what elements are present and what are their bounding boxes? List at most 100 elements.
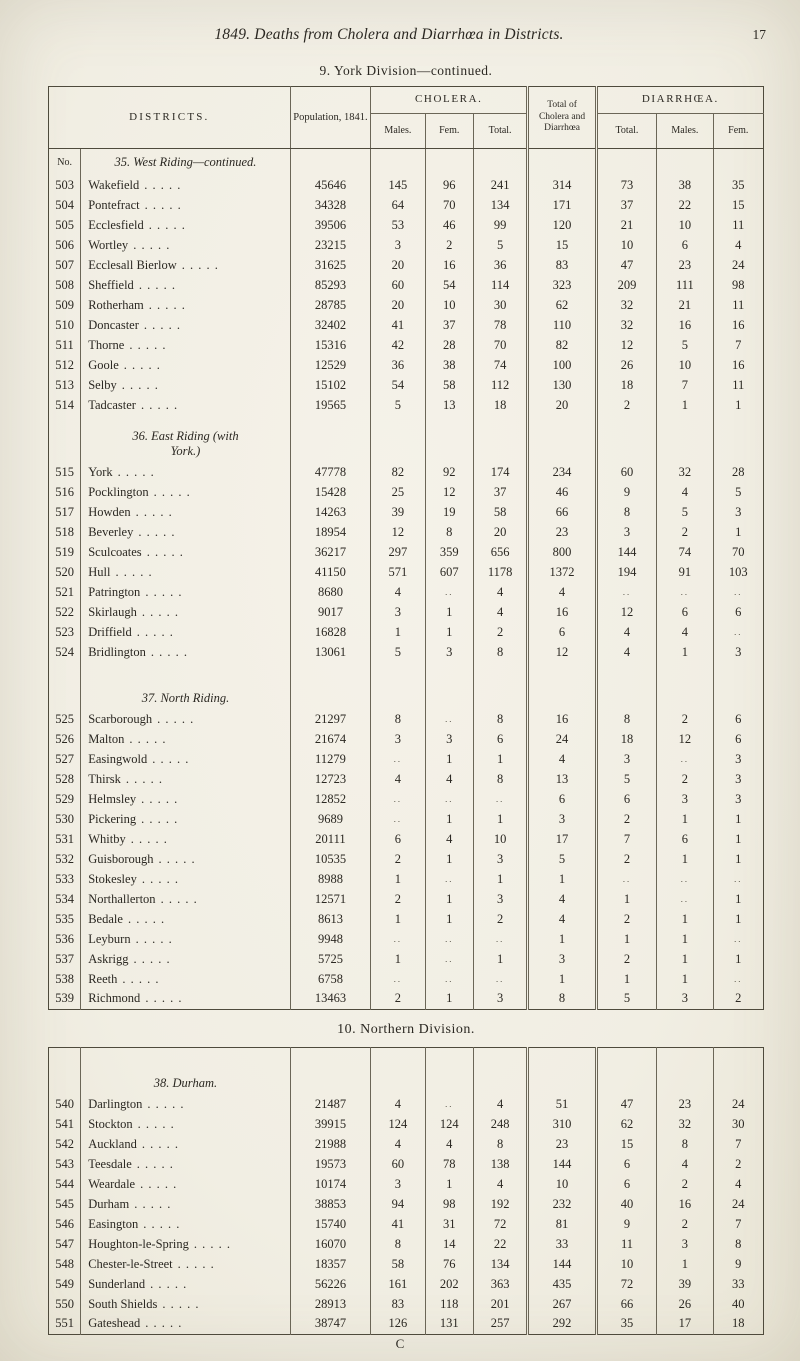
population-value: 21297 — [289, 709, 371, 730]
total-cholera-diarrhoea-value: 13 — [526, 769, 598, 790]
diarrhoea-fem-value: 103 — [712, 562, 764, 583]
diarrhoea-fem-value: 11 — [712, 295, 764, 316]
row-number: 504 — [55, 197, 74, 212]
diarrhoea-fem-value: 11 — [712, 215, 764, 236]
district-cell: Sculcoates . . . . . — [80, 542, 291, 563]
cholera-males-value: 126 — [370, 1314, 426, 1335]
diarrhoea-total-value: .. — [622, 873, 632, 884]
cholera-total-value: 3 — [472, 849, 528, 870]
population-value: 12852 — [289, 789, 371, 810]
district-row: 535 Bedale. . . . . 8613 1 1 2 4 2 1 1 — [49, 909, 764, 930]
diarrhoea-total-value: 7 — [623, 831, 631, 846]
cholera-fem-value: 359 — [424, 542, 474, 563]
row-number: 506 — [55, 237, 74, 252]
district-row: 525 Scarborough. . . . . 21297 8.. 8 16 8 2 6 — [49, 709, 764, 730]
diarrhoea-males-value: 2 — [656, 709, 714, 730]
dot-leader: . . . . . — [129, 731, 167, 746]
dot-leader: . . . . . — [136, 1156, 174, 1171]
district-name: Weardale — [88, 1176, 136, 1191]
diarrhoea-males-value: 5 — [656, 502, 714, 523]
cholera-males-value: 3 — [370, 602, 426, 623]
district-name: Hull — [88, 564, 111, 579]
district-row: 539 Richmond. . . . . 13463 2 1 3 8 5 3 2 — [49, 989, 764, 1010]
dot-leader: . . . . . — [147, 1096, 185, 1111]
diarrhoea-males-value: .. — [656, 749, 714, 770]
dot-leader: . . . . . — [138, 277, 176, 292]
diarrhoea-total-value: 2 — [623, 851, 631, 866]
diarrhoea-males-value: 6 — [656, 235, 714, 256]
cholera-fem-value: .. — [424, 969, 474, 990]
district-cell: Whitby . . . . . — [80, 829, 291, 850]
cholera-total-value: 192 — [472, 1194, 528, 1215]
diarrhoea-total-value: 62 — [620, 1116, 634, 1131]
blank-cell — [472, 1047, 528, 1095]
district-row: 524 Bridlington. . . . . 13061 5 3 8 12 4 1 3 — [49, 642, 764, 663]
district-name: Sunderland — [88, 1276, 146, 1291]
diarrhoea-males-value: 23 — [656, 255, 714, 276]
col-header-cholera-males: Males. — [370, 113, 426, 149]
cholera-males-value: 64 — [370, 195, 426, 216]
cholera-total-value: 656 — [472, 542, 528, 563]
cholera-total-value: 248 — [472, 1114, 528, 1135]
cholera-total-value: 112 — [472, 375, 528, 396]
diarrhoea-total-value: 37 — [620, 197, 634, 212]
diarrhoea-fem-value: .. — [712, 582, 764, 603]
district-row: 504 Pontefract . . . . . 34328 64 70 134 171 37 2… — [49, 195, 764, 216]
dot-leader: . . . . . — [143, 1216, 181, 1231]
cholera-fem-value: 1 — [424, 809, 474, 830]
district-row: 526 Malton. . . . . 21674 3 3 6 24 18 12 6 — [49, 729, 764, 750]
col-header-diarrhoea: DIARRHŒA. — [596, 86, 764, 114]
district-cell: Wortley . . . . . — [80, 235, 291, 256]
diarrhoea-total-value: 47 — [620, 257, 634, 272]
diarrhoea-males-value: 3 — [656, 989, 714, 1010]
row-number: 535 — [55, 911, 74, 926]
blank-cell — [289, 415, 371, 463]
total-cholera-diarrhoea-value: 16 — [526, 709, 598, 730]
population-value: 10174 — [289, 1174, 371, 1195]
cholera-fem-value: 607 — [424, 562, 474, 583]
diarrhoea-males-value: 6 — [656, 829, 714, 850]
cholera-fem-value: .. — [424, 582, 474, 603]
cholera-total-value: 134 — [472, 195, 528, 216]
district-row: 546 Easington . . . . . 15740 41 31 72 81 9 2 7 — [49, 1214, 764, 1235]
diarrhoea-total-value: 9 — [623, 1216, 631, 1231]
population-value: 21487 — [289, 1094, 371, 1115]
diarrhoea-fem-value: 3 — [712, 502, 764, 523]
district-name: Skirlaugh — [88, 604, 137, 619]
blank-cell — [424, 1047, 474, 1095]
blank-cell — [526, 148, 598, 176]
diarrhoea-total-value: .. — [622, 586, 632, 597]
diarrhoea-total-value: 10 — [620, 1256, 634, 1271]
diarrhoea-fem-value: 4 — [712, 1174, 764, 1195]
diarrhoea-males-value: 3 — [656, 789, 714, 810]
cholera-males-value: 571 — [370, 562, 426, 583]
row-number: 549 — [55, 1276, 74, 1291]
row-number: 508 — [55, 277, 74, 292]
district-name: Bridlington — [88, 644, 146, 659]
district-row: 527 Easingwold. . . . . 11279.. 1 1 4 3.. 3 — [49, 749, 764, 770]
total-cholera-diarrhoea-value: 17 — [526, 829, 598, 850]
blank-cell — [712, 1047, 764, 1095]
total-cholera-diarrhoea-value: 292 — [526, 1314, 598, 1335]
total-cholera-diarrhoea-value: 800 — [526, 542, 598, 563]
diarrhoea-total-value: 72 — [620, 1276, 634, 1291]
blank-cell — [596, 1048, 656, 1095]
district-name: Easington — [88, 1216, 139, 1231]
blank-cell — [656, 662, 714, 710]
diarrhoea-males-value: 2 — [656, 769, 714, 790]
diarrhoea-males-value: .. — [656, 889, 714, 910]
dot-leader: . . . . . — [145, 991, 183, 1006]
district-name: Durham — [88, 1196, 130, 1211]
district-row: 516 Pocklington . . . . . 15428 25 12 37 46 9 4 5 — [49, 482, 764, 503]
cholera-fem-value: 58 — [424, 375, 474, 396]
total-cholera-diarrhoea-value: 12 — [526, 642, 598, 663]
northern-division-title: 10. Northern Division. — [337, 1022, 475, 1037]
diarrhoea-fem-value: 15 — [712, 195, 764, 216]
cholera-males-value: 41 — [370, 1214, 426, 1235]
diarrhoea-total-value: 21 — [620, 217, 634, 232]
cholera-total-value: 8 — [472, 642, 528, 663]
population-value: 18357 — [289, 1254, 371, 1275]
cholera-males-value: 1 — [370, 909, 426, 930]
cholera-total-value: 36 — [472, 255, 528, 276]
